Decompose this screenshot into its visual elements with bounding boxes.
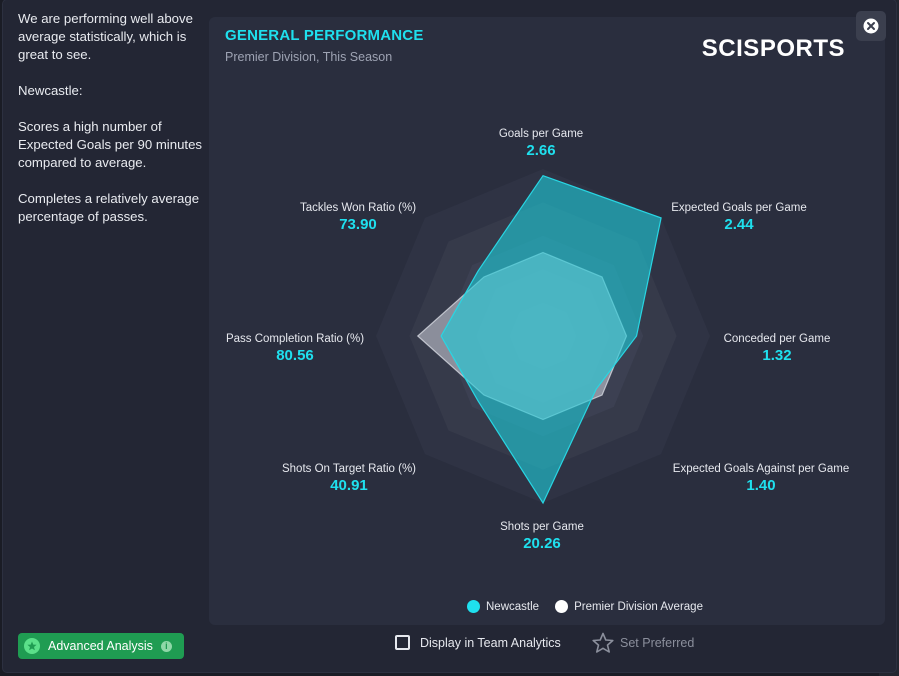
set-preferred-button[interactable]: Set Preferred xyxy=(592,632,694,654)
summary-paragraph: Scores a high number of Expected Goals p… xyxy=(18,119,202,170)
radar-series-newcastle xyxy=(440,174,662,505)
axis-value: 20.26 xyxy=(523,535,561,552)
axis-label-tackles: Tackles Won Ratio (%) 73.90 xyxy=(248,201,468,235)
axis-name: Tackles Won Ratio (%) xyxy=(299,202,417,214)
axis-label-conceded: Conceded per Game 1.32 xyxy=(667,332,887,366)
performance-modal: We are performing well above average sta… xyxy=(3,0,896,672)
card-subtitle: Premier Division, This Season xyxy=(225,50,393,64)
star-outline-icon xyxy=(592,632,614,653)
axis-name: Expected Goals Against per Game xyxy=(672,463,850,475)
close-button[interactable] xyxy=(856,11,886,41)
axis-value: 1.32 xyxy=(762,347,792,364)
checkbox-icon[interactable] xyxy=(395,635,410,650)
radar-chart xyxy=(376,169,710,505)
axis-value: 80.56 xyxy=(276,347,314,364)
axis-label-shots: Shots per Game 20.26 xyxy=(432,520,652,554)
axis-label-xga: Expected Goals Against per Game 1.40 xyxy=(651,462,871,496)
team-analytics-toggle[interactable]: Display in Team Analytics xyxy=(395,635,561,650)
summary-paragraph: Newcastle: xyxy=(18,83,83,98)
info-icon[interactable]: i xyxy=(160,640,172,652)
axis-name: Shots per Game xyxy=(500,521,584,533)
axis-label-xg: Expected Goals per Game 2.44 xyxy=(629,201,849,235)
axis-value: 40.91 xyxy=(330,477,368,494)
advanced-analysis-button[interactable]: Advanced Analysis i xyxy=(18,633,184,659)
close-icon xyxy=(863,18,879,34)
axis-label-shots-on-target: Shots On Target Ratio (%) 40.91 xyxy=(239,462,459,496)
axis-name: Shots On Target Ratio (%) xyxy=(281,463,416,475)
axis-label-goals: Goals per Game 2.66 xyxy=(431,127,651,161)
axis-name: Pass Completion Ratio (%) xyxy=(225,333,365,345)
summary-paragraph: Completes a relatively average percentag… xyxy=(18,191,200,224)
star-circle-icon xyxy=(24,638,40,654)
axis-name: Conceded per Game xyxy=(723,333,831,345)
legend-item-average[interactable]: Premier Division Average xyxy=(555,600,703,613)
card-title: GENERAL PERFORMANCE xyxy=(225,27,424,44)
summary-paragraph: We are performing well above average sta… xyxy=(18,11,193,62)
axis-label-pass-completion: Pass Completion Ratio (%) 80.56 xyxy=(185,332,405,366)
advanced-analysis-label: Advanced Analysis xyxy=(48,639,153,653)
summary-panel: We are performing well above average sta… xyxy=(18,10,208,244)
axis-value: 2.44 xyxy=(724,216,754,233)
axis-value: 1.40 xyxy=(746,477,776,494)
axis-value: 2.66 xyxy=(526,142,556,159)
legend-dot-icon xyxy=(555,600,569,613)
legend-dot-icon xyxy=(467,600,480,613)
legend-item-newcastle[interactable]: Newcastle xyxy=(467,600,539,613)
axis-name: Expected Goals per Game xyxy=(671,202,807,214)
team-analytics-label: Display in Team Analytics xyxy=(420,635,561,650)
chart-legend: Newcastle Premier Division Average xyxy=(467,600,713,613)
brand-logo: SCISPORTS xyxy=(701,35,845,62)
axis-name: Goals per Game xyxy=(498,128,584,140)
axis-value: 73.90 xyxy=(339,216,377,233)
legend-label: Newcastle xyxy=(486,600,540,613)
legend-label: Premier Division Average xyxy=(574,600,703,613)
set-preferred-label: Set Preferred xyxy=(620,636,695,650)
